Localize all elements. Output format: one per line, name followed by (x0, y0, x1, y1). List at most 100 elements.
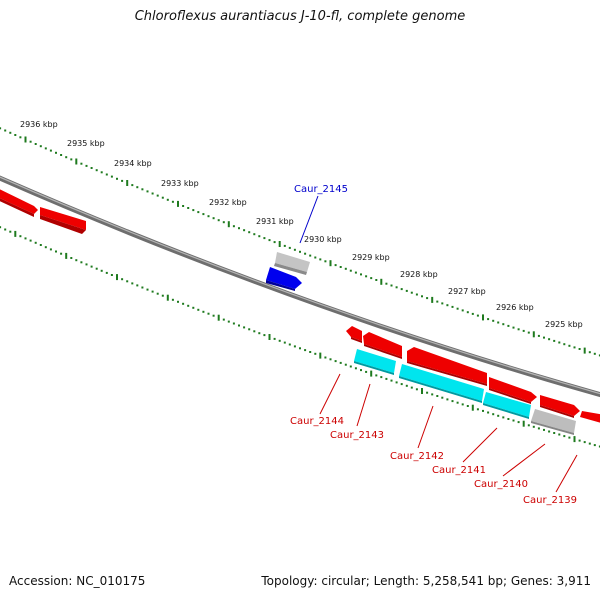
scale-minor-dot (171, 200, 174, 203)
scale-minor-dot (593, 444, 596, 447)
gene-forward-right-2[interactable] (363, 332, 402, 359)
scale-minor-dot (238, 227, 240, 230)
gene-caur-2142-cyan[interactable] (399, 364, 484, 403)
scale-minor-dot (232, 322, 235, 325)
scale-minor-dot (309, 254, 312, 257)
gene-label-caur-2145[interactable]: Caur_2145 (294, 184, 348, 195)
scale-minor-dot (85, 164, 88, 167)
scale-minor-dot (136, 284, 139, 287)
scale-minor-dot (90, 265, 93, 268)
label-line-caur-2144 (319, 373, 341, 415)
genome-stats-text: Topology: circular; Length: 5,258,541 bp… (261, 574, 591, 588)
gene-caur-2144-cyan[interactable] (354, 349, 396, 375)
gene-forward-right-5[interactable] (540, 395, 580, 418)
scale-minor-dot (426, 297, 429, 300)
scale-major-tick (14, 230, 17, 237)
scale-minor-dot (598, 354, 600, 357)
scale-minor-dot (492, 319, 495, 322)
scale-dots-lower (0, 226, 600, 448)
scale-minor-dot (49, 248, 52, 251)
gene-label-caur-2143[interactable]: Caur_2143 (330, 430, 384, 441)
scale-minor-dot (268, 239, 271, 242)
scale-minor-dot (187, 207, 190, 209)
scale-minor-dot (309, 351, 312, 353)
scale-label: 2933 kbp (161, 179, 199, 188)
scale-minor-dot (598, 445, 600, 448)
gene-label-caur-2142[interactable]: Caur_2142 (390, 451, 444, 462)
scale-minor-dot (166, 198, 169, 201)
scale-label: 2931 kbp (256, 217, 294, 226)
scale-minor-dot (360, 273, 362, 276)
gene-caur-2145-gray[interactable] (274, 252, 310, 275)
scale-minor-dot (395, 286, 398, 289)
scale-dots-upper (0, 127, 600, 357)
gene-forward-right-6[interactable] (580, 411, 600, 424)
scale-major-tick (421, 388, 423, 394)
scale-minor-dot (44, 246, 47, 249)
scale-minor-dot (553, 339, 556, 342)
gene-caur-2145[interactable] (266, 267, 302, 291)
gene-label-caur-2139[interactable]: Caur_2139 (523, 495, 577, 506)
scale-minor-dot (293, 248, 296, 251)
gene-forward-left-1[interactable] (0, 187, 38, 217)
scale-minor-dot (146, 190, 149, 193)
scale-minor-dot (578, 439, 581, 442)
scale-minor-dot (446, 398, 449, 401)
scale-minor-dot (171, 298, 174, 301)
gene-caur-2141-cyan[interactable] (483, 392, 531, 419)
scale-minor-dot (100, 269, 103, 272)
scale-major-tick (431, 296, 434, 303)
scale-minor-dot (507, 324, 510, 327)
genome-backbone (0, 175, 600, 398)
scale-minor-dot (349, 269, 352, 272)
gene-forward-right-3[interactable] (407, 347, 487, 386)
scale-minor-dot (34, 241, 37, 244)
gene-label-caur-2140[interactable]: Caur_2140 (474, 479, 528, 490)
scale-minor-dot (293, 345, 296, 348)
scale-minor-dot (314, 256, 317, 259)
scale-minor-dot (324, 260, 327, 263)
gene-caur-2140-gray[interactable] (531, 409, 576, 435)
scale-minor-dot (70, 257, 73, 259)
scale-minor-dot (44, 147, 47, 150)
gene-forward-left-2[interactable] (40, 207, 86, 234)
scale-minor-dot (329, 358, 332, 361)
scale-minor-dot (339, 266, 342, 268)
scale-major-tick (573, 436, 576, 443)
gene-forward-right-4[interactable] (489, 377, 537, 404)
scale-minor-dot (497, 414, 500, 417)
scale-minor-dot (385, 282, 388, 285)
scale-minor-dot (197, 211, 200, 214)
scale-minor-dot (507, 418, 510, 420)
scale-minor-dot (380, 376, 383, 379)
scale-major-tick (75, 158, 78, 165)
gene-forward-right-1[interactable] (346, 326, 362, 343)
scale-minor-dot (121, 278, 124, 281)
scale-minor-dot (558, 341, 561, 344)
scale-minor-dot (360, 369, 362, 372)
scale-label: 2932 kbp (209, 198, 247, 207)
scale-minor-dot (415, 293, 418, 296)
scale-minor-dot (187, 304, 190, 307)
scale-minor-dot (558, 433, 561, 436)
scale-minor-dot (543, 336, 545, 339)
scale-minor-dot (593, 352, 596, 355)
scale-minor-dot (365, 370, 368, 373)
scale-label: 2926 kbp (496, 303, 534, 312)
scale-minor-dot (588, 442, 591, 445)
scale-minor-dot (548, 430, 551, 433)
gene-label-caur-2144[interactable]: Caur_2144 (290, 416, 344, 427)
scale-major-tick (329, 260, 332, 267)
scale-minor-dot (161, 294, 164, 297)
scale-minor-dot (258, 332, 261, 335)
scale-minor-dot (85, 263, 88, 266)
scale-minor-dot (502, 323, 505, 326)
scale-minor-dot (121, 179, 124, 182)
gene-label-caur-2141[interactable]: Caur_2141 (432, 465, 486, 476)
scale-minor-dot (161, 196, 164, 199)
scale-minor-dot (375, 374, 378, 377)
scale-minor-dot (19, 235, 22, 238)
scale-minor-dot (522, 329, 525, 332)
scale-minor-dot (192, 306, 195, 309)
scale-minor-dot (248, 231, 251, 234)
